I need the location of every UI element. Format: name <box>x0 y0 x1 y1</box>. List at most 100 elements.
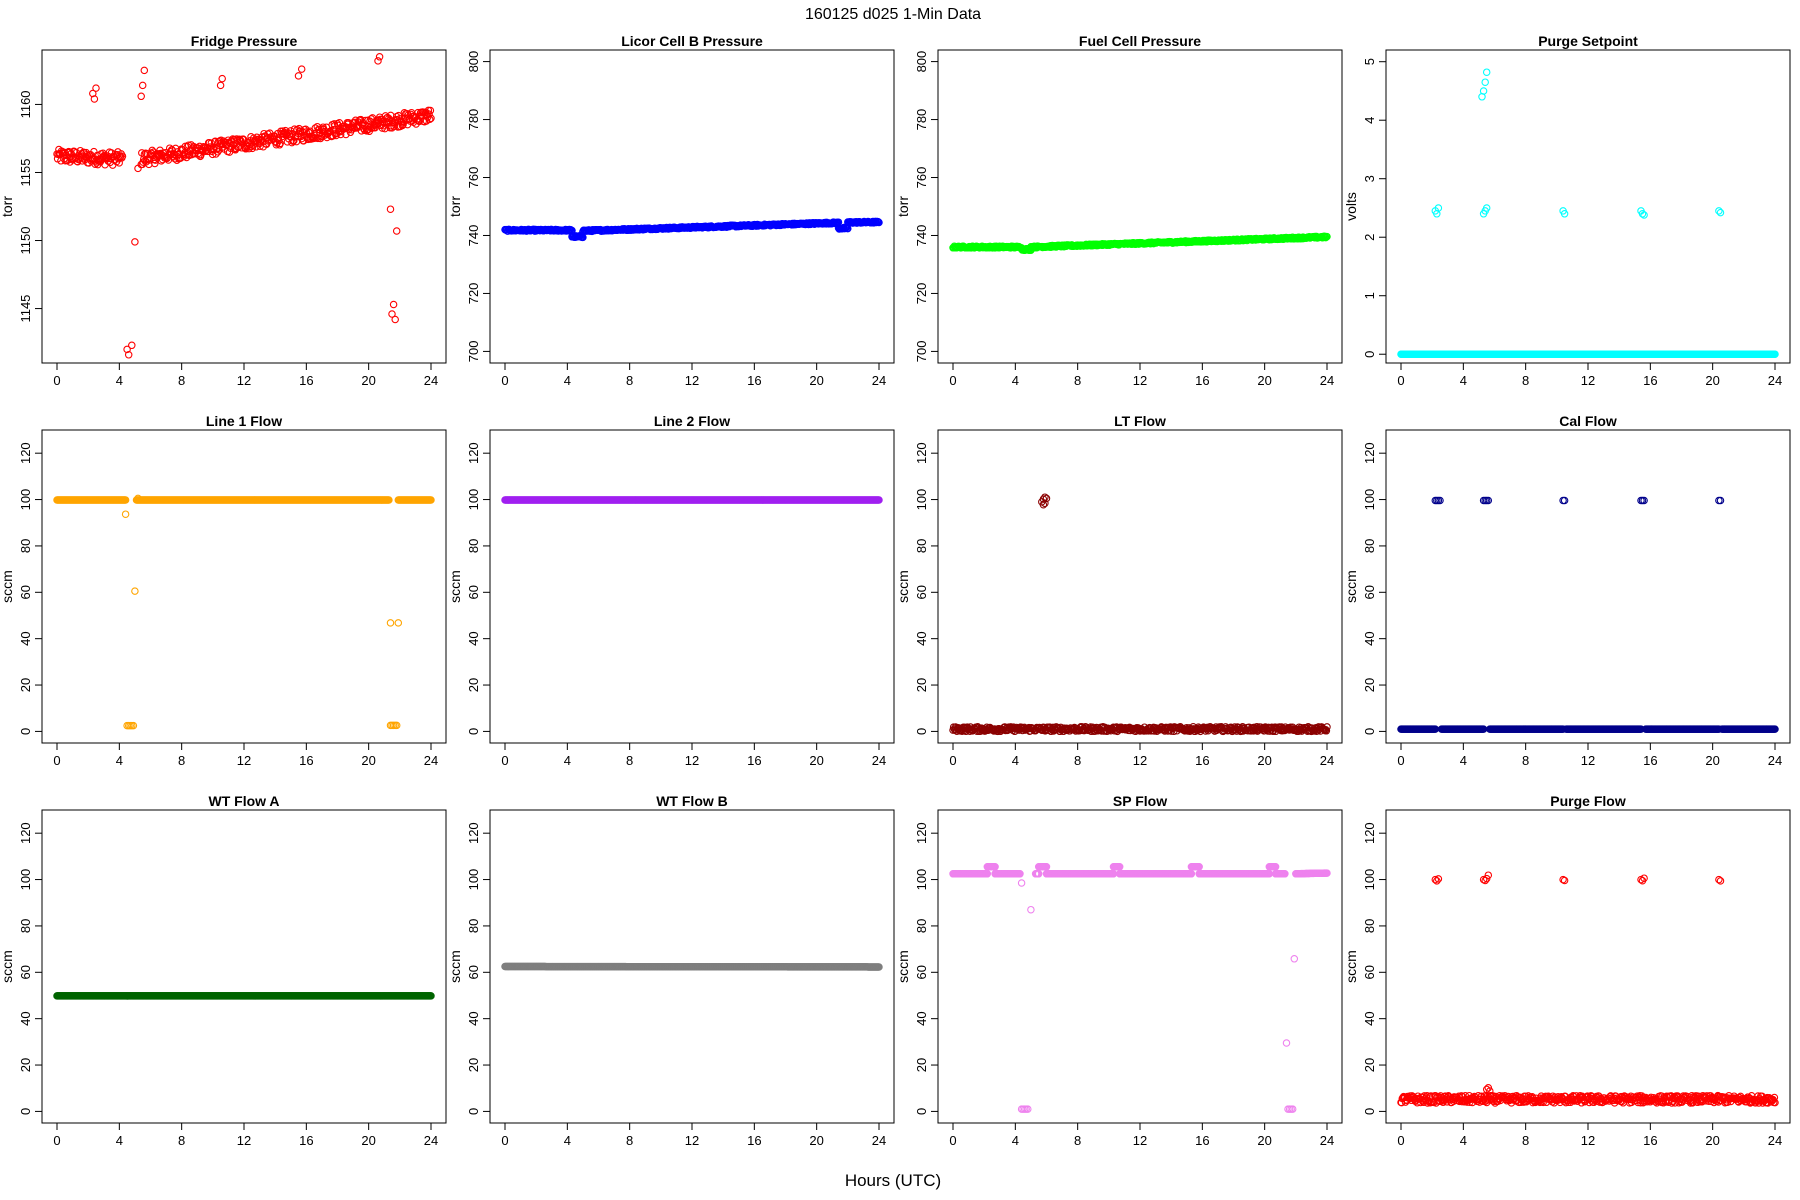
figure-title: 160125 d025 1-Min Data <box>805 6 981 23</box>
plot-frame <box>41 49 447 364</box>
data-point <box>875 496 883 504</box>
y-tick-label: 20 <box>18 1058 33 1072</box>
data-point <box>276 139 284 148</box>
y-tick-label: 80 <box>1362 539 1377 553</box>
y-tick-label: 760 <box>466 167 481 189</box>
x-tick-label: 12 <box>685 753 699 768</box>
data-point <box>65 148 74 156</box>
data-point <box>138 81 147 90</box>
y-tick-label: 120 <box>466 442 481 464</box>
data-point <box>427 496 435 504</box>
y-tick-label: 700 <box>914 341 929 363</box>
y-tick-label: 60 <box>1362 585 1377 599</box>
plot-frame <box>489 49 895 364</box>
x-tick-label: 12 <box>237 753 251 768</box>
y-tick-label: 2 <box>1362 234 1377 241</box>
data-point <box>875 218 883 227</box>
y-tick-label: 0 <box>914 728 929 735</box>
data-point <box>389 300 398 309</box>
x-tick-label: 8 <box>178 1133 185 1148</box>
data-point <box>1560 210 1569 218</box>
data-point <box>134 494 142 503</box>
x-tick-label: 12 <box>685 373 699 388</box>
data-point <box>128 341 136 350</box>
y-axis-label: torr <box>0 196 15 217</box>
y-tick-label: 40 <box>466 631 481 645</box>
x-tick-label: 20 <box>1705 373 1719 388</box>
y-tick-label: 740 <box>914 225 929 247</box>
data-points <box>53 494 435 730</box>
x-tick-label: 24 <box>872 373 886 388</box>
data-point <box>1716 208 1725 217</box>
x-tick-label: 12 <box>1133 373 1147 388</box>
y-tick-label: 5 <box>1362 58 1377 65</box>
x-tick-label: 12 <box>1133 753 1147 768</box>
y-tick-label: 40 <box>914 631 929 645</box>
plot-frame <box>489 429 895 744</box>
data-point <box>121 496 130 504</box>
data-point <box>134 164 142 173</box>
x-tick-label: 16 <box>299 1133 313 1148</box>
data-points <box>501 496 883 504</box>
x-tick-label: 24 <box>872 753 886 768</box>
y-tick-label: 100 <box>914 489 929 511</box>
x-tick-label: 4 <box>1460 373 1467 388</box>
y-tick-label: 80 <box>18 539 33 553</box>
y-tick-label: 40 <box>18 631 33 645</box>
x-tick-label: 4 <box>1012 753 1019 768</box>
chart-title: WT Flow A <box>208 793 279 809</box>
data-point <box>131 587 139 595</box>
x-tick-label: 24 <box>424 373 438 388</box>
data-point <box>426 106 435 115</box>
x-tick-label: 20 <box>1257 753 1271 768</box>
x-tick-label: 8 <box>178 373 185 388</box>
y-tick-label: 0 <box>1362 351 1377 358</box>
x-tick-label: 16 <box>299 753 313 768</box>
data-point <box>394 619 403 627</box>
data-point <box>123 345 131 354</box>
x-tick-label: 8 <box>1074 373 1081 388</box>
y-tick-label: 120 <box>18 822 33 844</box>
data-point <box>1638 210 1647 218</box>
data-point <box>374 57 382 65</box>
plot-frame <box>1385 429 1791 744</box>
y-tick-label: 1150 <box>18 227 33 255</box>
chart-title: Fuel Cell Pressure <box>1079 33 1201 49</box>
data-point <box>391 315 399 324</box>
data-point <box>311 124 320 132</box>
x-tick-label: 16 <box>299 373 313 388</box>
x-tick-label: 8 <box>1074 753 1081 768</box>
data-point <box>375 53 384 61</box>
x-tick-label: 0 <box>949 753 956 768</box>
x-tick-label: 24 <box>1320 753 1334 768</box>
x-tick-label: 16 <box>1195 753 1209 768</box>
y-tick-label: 1 <box>1362 292 1377 299</box>
data-point <box>294 72 303 80</box>
x-tick-label: 16 <box>747 753 761 768</box>
x-tick-label: 4 <box>564 753 571 768</box>
data-point <box>415 117 424 126</box>
data-point <box>1434 204 1443 212</box>
y-tick-label: 4 <box>1362 117 1377 124</box>
data-point <box>386 205 395 213</box>
x-tick-label: 24 <box>424 753 438 768</box>
x-tick-label: 20 <box>1257 373 1271 388</box>
data-point <box>121 510 130 518</box>
y-axis-label: sccm <box>895 570 911 603</box>
data-point <box>137 92 145 101</box>
y-tick-label: 0 <box>18 1108 33 1115</box>
y-tick-label: 80 <box>466 539 481 553</box>
y-tick-label: 800 <box>914 51 929 73</box>
data-point <box>392 227 401 235</box>
data-point <box>140 66 149 75</box>
x-tick-label: 16 <box>1195 373 1209 388</box>
x-tick-label: 24 <box>1320 373 1334 388</box>
x-tick-label: 4 <box>1012 373 1019 388</box>
y-tick-label: 100 <box>18 489 33 511</box>
data-point <box>1715 207 1723 215</box>
x-tick-label: 4 <box>116 1133 123 1148</box>
data-point <box>425 110 433 118</box>
x-tick-label: 24 <box>1768 753 1782 768</box>
